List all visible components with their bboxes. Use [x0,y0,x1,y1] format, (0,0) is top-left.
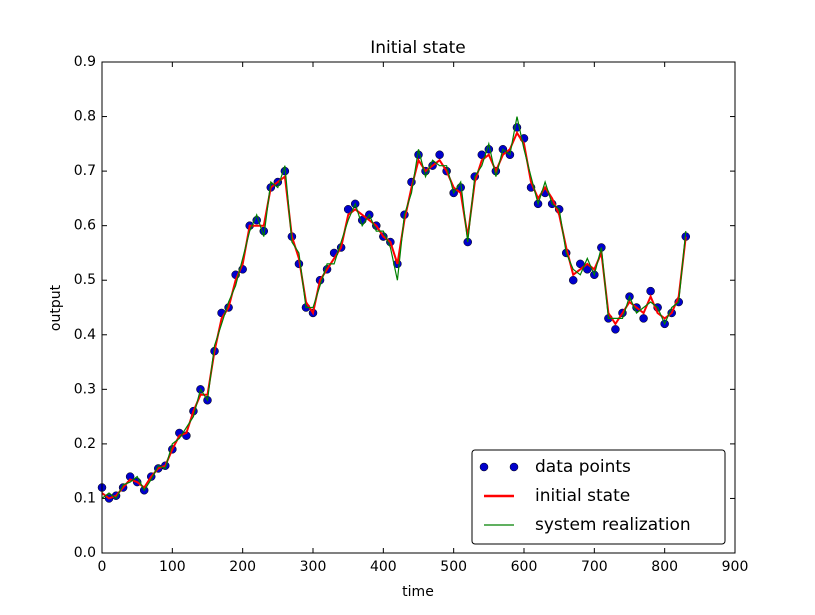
data-point [568,275,578,285]
data-point [611,325,620,334]
y-tick-label: 0.0 [74,545,96,561]
x-tick-label: 700 [581,559,608,575]
legend-marker [479,462,489,472]
x-tick-label: 800 [651,559,678,575]
y-tick-label: 0.2 [74,436,96,452]
series-line [101,130,687,500]
y-tick-label: 0.9 [74,54,96,70]
data-point [583,265,592,274]
x-axis-label: time [402,584,434,600]
legend-label: system realization [535,515,691,535]
data-point [435,150,444,159]
y-axis-label: output [48,284,64,331]
legend-marker [509,462,519,472]
plot-frame [101,61,736,554]
legend-label: data points [535,457,631,477]
data-point [646,286,655,296]
data-point [639,314,648,323]
y-tick-label: 0.1 [74,490,96,506]
data-point [576,259,585,269]
legend-label: initial state [535,486,630,506]
x-tick-label: 900 [722,559,749,575]
y-tick-label: 0.6 [74,218,96,234]
x-tick-label: 0 [98,559,107,575]
y-tick-label: 0.8 [74,109,96,125]
x-tick-label: 100 [159,559,186,575]
x-tick-label: 600 [511,559,538,575]
y-tick-label: 0.3 [74,381,96,397]
data-point [343,205,353,214]
chart-title: Initial state [370,38,466,58]
series-line [101,116,687,500]
x-tick-label: 400 [370,559,397,575]
x-tick-label: 300 [300,559,327,575]
x-tick-label: 200 [229,559,256,575]
y-tick-label: 0.4 [74,327,96,343]
x-tick-label: 500 [440,559,467,575]
legend-box [471,449,726,545]
y-tick-label: 0.7 [74,163,96,179]
y-tick-label: 0.5 [74,272,96,288]
